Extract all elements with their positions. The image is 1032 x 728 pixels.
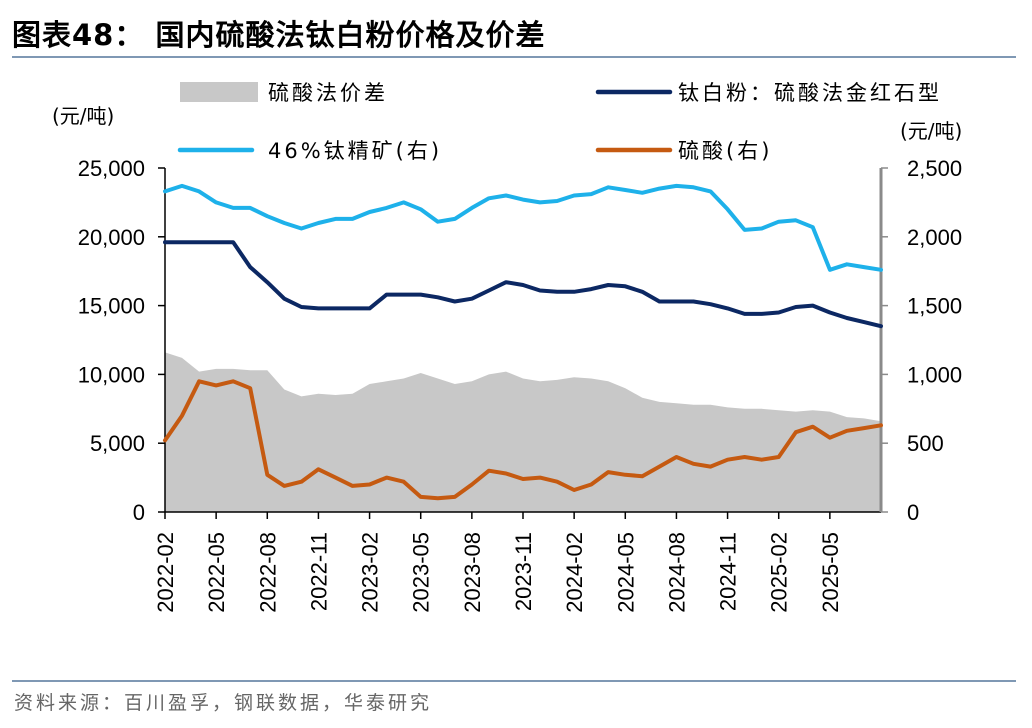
left-tick-label: 20,000 bbox=[78, 225, 145, 250]
right-tick-label: 2,500 bbox=[907, 156, 962, 181]
source-note: 资料来源：百川盈孚，钢联数据，华泰研究 bbox=[14, 692, 433, 714]
right-tick-label: 1,500 bbox=[907, 294, 962, 319]
right-tick-label: 1,000 bbox=[907, 362, 962, 387]
x-tick-label: 2022-02 bbox=[153, 532, 178, 613]
legend-label-1: 钛白粉：硫酸法金红石型 bbox=[678, 81, 942, 105]
x-tick-label: 2023-02 bbox=[358, 532, 383, 613]
series-line-2 bbox=[163, 183, 883, 272]
series-area-spread bbox=[165, 352, 881, 512]
right-tick-label: 0 bbox=[907, 500, 919, 525]
title-rule bbox=[12, 56, 1016, 58]
right-tick-label: 2,000 bbox=[907, 225, 962, 250]
x-tick-label: 2022-08 bbox=[255, 532, 280, 613]
legend-label-3: 硫酸(右) bbox=[678, 139, 772, 163]
x-tick-label: 2025-02 bbox=[767, 532, 792, 613]
x-tick-label: 2025-05 bbox=[818, 532, 843, 613]
x-tick-label: 2022-05 bbox=[204, 532, 229, 613]
right-tick-label: 500 bbox=[907, 431, 944, 456]
left-tick-label: 10,000 bbox=[78, 362, 145, 387]
right-axis-unit: (元/吨) bbox=[900, 119, 962, 143]
x-tick-label: 2023-08 bbox=[460, 532, 485, 613]
area-layer bbox=[165, 352, 881, 512]
left-tick-label: 15,000 bbox=[78, 294, 145, 319]
x-tick-label: 2024-11 bbox=[716, 532, 741, 611]
legend: 硫酸法价差 钛白粉：硫酸法金红石型 46%钛精矿(右) 硫酸(右) bbox=[177, 81, 942, 163]
x-tick-label: 2024-08 bbox=[664, 532, 689, 613]
chart-title: 图表48： 国内硫酸法钛白粉价格及价差 bbox=[12, 18, 546, 52]
x-tick-label: 2023-11 bbox=[511, 532, 536, 611]
series-line-1 bbox=[163, 240, 883, 329]
left-axis-unit: (元/吨) bbox=[52, 104, 114, 128]
footer-rule bbox=[12, 680, 1016, 682]
x-tick-label: 2024-05 bbox=[613, 532, 638, 613]
ticks-layer: 0 5,000 10,000 15,000 20,000 25,000 0 500 1,000 1… bbox=[78, 156, 962, 613]
legend-label-2: 46%钛精矿(右) bbox=[268, 139, 442, 163]
left-tick-label: 5,000 bbox=[90, 431, 145, 456]
legend-label-0: 硫酸法价差 bbox=[268, 81, 388, 105]
series-line-3 bbox=[163, 379, 883, 501]
lines-layer bbox=[163, 183, 883, 501]
left-tick-label: 0 bbox=[133, 500, 145, 525]
x-tick-label: 2023-05 bbox=[409, 532, 434, 613]
x-tick-label: 2022-11 bbox=[306, 532, 331, 611]
x-tick-label: 2024-02 bbox=[562, 532, 587, 613]
legend-swatch-spread bbox=[180, 82, 258, 102]
left-tick-label: 25,000 bbox=[78, 156, 145, 181]
